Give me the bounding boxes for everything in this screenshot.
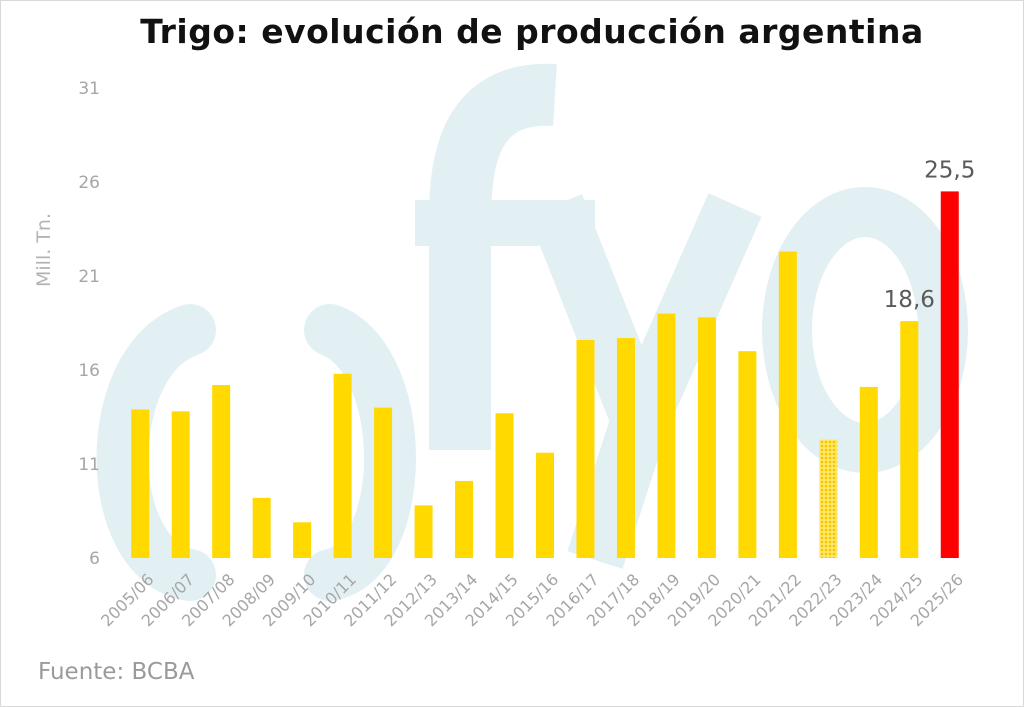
bar-2006-07: [171, 411, 190, 558]
bar-2014-15: [495, 413, 514, 558]
y-tick-label: 11: [78, 455, 100, 475]
source-note: Fuente: BCBA: [38, 659, 195, 685]
bar-2005-06: [131, 409, 150, 558]
y-tick-label: 26: [78, 173, 100, 193]
bar-2024-25: [900, 321, 919, 558]
y-tick-label: 6: [89, 549, 100, 569]
bar-2017-18: [616, 338, 635, 558]
data-label: 25,5: [924, 157, 975, 183]
bar-2025-26: [940, 191, 959, 558]
bar-2015-16: [536, 452, 554, 558]
bar-2018-19: [657, 313, 676, 558]
bar-2022-23: [819, 439, 838, 558]
bar-2023-24: [859, 386, 878, 558]
bar-2013-14: [455, 480, 474, 558]
bar-2021-22: [778, 251, 797, 558]
y-tick-label: 31: [78, 79, 100, 99]
y-tick-label: 16: [78, 361, 100, 381]
bar-2009-10: [293, 522, 312, 558]
bar-2016-17: [576, 339, 595, 558]
chart-title: Trigo: evolución de producción argentina: [140, 12, 924, 51]
bar-2007-08: [212, 385, 231, 558]
bar-2011-12: [374, 407, 393, 558]
bar-2012-13: [414, 505, 433, 558]
y-tick-label: 21: [78, 267, 100, 287]
bar-2019-20: [697, 317, 716, 558]
y-axis-label: Mill. Tn.: [33, 213, 55, 287]
bar-2008-09: [252, 497, 271, 558]
bar-2010-11: [333, 373, 352, 558]
data-label: 18,6: [884, 287, 935, 313]
bar-2020-21: [738, 351, 757, 558]
